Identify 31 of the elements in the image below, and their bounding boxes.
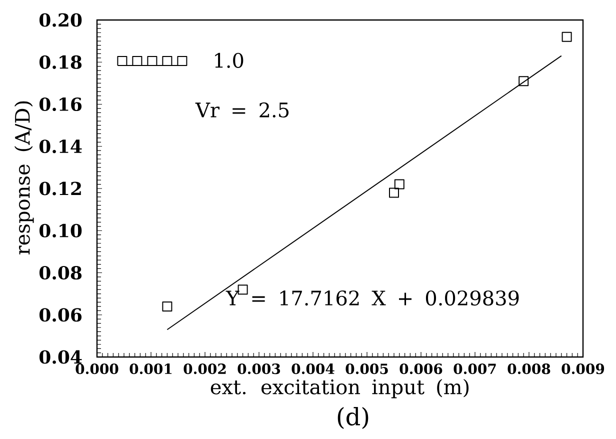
x-tick-label: 0.006: [400, 364, 442, 374]
point: [518, 76, 529, 86]
point: [162, 301, 172, 312]
y-tick-label: 0.08: [39, 266, 82, 280]
point: [238, 284, 248, 295]
point: [389, 188, 400, 198]
y-tick-label: 0.14: [39, 140, 82, 154]
y-tick-label: 0.06: [39, 308, 82, 322]
x-tick-label: 0.007: [454, 364, 496, 374]
y-tick-label: 0.16: [39, 97, 82, 112]
x-tick-label: 0.000: [76, 364, 118, 374]
y-tick-label: 0.12: [39, 182, 81, 196]
annotation: Y = 17.7162 X + 0.029839: [226, 290, 519, 306]
y-tick-label: 0.20: [39, 13, 82, 27]
x-tick-label: 0.005: [346, 364, 388, 374]
x-tick-label: 0.004: [292, 364, 334, 374]
legend-label: 1.0: [215, 52, 244, 68]
x-tick-label: 0.009: [562, 364, 604, 374]
point: [562, 32, 572, 42]
text: (d): [338, 407, 368, 429]
point: [394, 179, 404, 190]
x-tick-label: 0.003: [238, 364, 280, 374]
x-tick-label: 0.001: [130, 364, 172, 374]
x-axis-title: ext. excitation input (m): [210, 378, 469, 398]
x-tick-label: 0.008: [508, 364, 550, 374]
x-tick-label: 0.002: [184, 364, 226, 374]
y-tick-label: 0.04: [39, 350, 82, 364]
y-tick-label: 0.10: [39, 224, 82, 238]
y-tick-label: 0.18: [39, 55, 82, 69]
annotation: Vr = 2.5: [195, 102, 289, 118]
y-axis-title: response (A/D): [14, 101, 34, 254]
